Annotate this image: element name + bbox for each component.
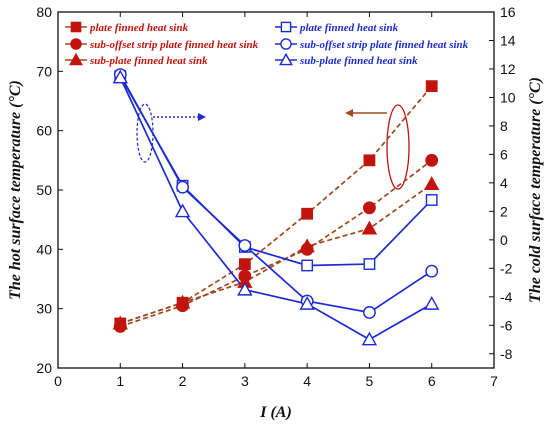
series-lines bbox=[119, 74, 433, 341]
legend-label-5: sub-offset strip plate finned heat sink bbox=[299, 39, 469, 51]
data-point-6-4 bbox=[299, 295, 315, 310]
data-point-6-2 bbox=[174, 203, 191, 218]
left-series-group-ellipse bbox=[136, 103, 154, 163]
y-axis-right-title: The cold surface temperature (°C) bbox=[527, 77, 544, 303]
legend-label-3: sub-plate finned heat sink bbox=[89, 55, 208, 67]
right-series-group-ellipse bbox=[386, 104, 410, 190]
x-tick-label: 5 bbox=[366, 373, 374, 389]
y-right-tick-label: 6 bbox=[500, 146, 508, 162]
series-markers bbox=[112, 68, 440, 346]
y-right-tick-label: 4 bbox=[500, 175, 508, 191]
x-tick-label: 4 bbox=[303, 373, 311, 389]
legend-marker-3 bbox=[69, 52, 83, 66]
y-right-tick-label: 12 bbox=[500, 61, 516, 77]
data-point-6-3 bbox=[237, 281, 253, 296]
data-point-3-6 bbox=[424, 176, 440, 190]
y-left-tick-label: 20 bbox=[36, 360, 52, 376]
y-left-tick-label: 30 bbox=[36, 301, 52, 317]
arrow-to-right-axis-head bbox=[198, 113, 206, 121]
y-right-tick-label: 8 bbox=[500, 118, 508, 134]
data-point-1-5 bbox=[363, 154, 376, 167]
x-tick-label: 6 bbox=[428, 373, 436, 389]
legend-marker-2 bbox=[70, 38, 82, 50]
y-axis-left-title: The hot surface temperature (°C) bbox=[7, 80, 24, 300]
data-point-2-6 bbox=[425, 153, 439, 167]
data-point-6-6 bbox=[424, 295, 440, 310]
y-right-tick-label: -4 bbox=[500, 289, 513, 305]
data-point-3-1 bbox=[112, 315, 128, 330]
y-left-tick-label: 60 bbox=[36, 123, 52, 139]
data-point-1-6 bbox=[425, 80, 438, 93]
series-line-1 bbox=[120, 85, 433, 325]
x-axis-title: I (A) bbox=[259, 404, 292, 421]
series-line-4 bbox=[119, 75, 433, 267]
legend-marker-1 bbox=[70, 21, 82, 33]
data-point-4-5 bbox=[363, 258, 376, 270]
data-point-1-4 bbox=[301, 207, 314, 220]
x-tick-label: 7 bbox=[490, 373, 498, 389]
legend-label-4: plate finned heat sink bbox=[299, 22, 399, 34]
data-point-3-2 bbox=[174, 294, 191, 309]
axes: 0 1 2 3 4 5 6 720304050607080-8-6-4-20246810121… bbox=[36, 4, 515, 389]
y-right-tick-label: -6 bbox=[500, 317, 513, 333]
series-line-3 bbox=[120, 183, 433, 325]
data-point-5-6 bbox=[425, 264, 439, 278]
legend-label-1: plate finned heat sink bbox=[89, 22, 189, 34]
x-tick-label: 1 bbox=[116, 373, 124, 389]
data-point-2-5 bbox=[363, 201, 376, 215]
x-tick-label: 3 bbox=[241, 373, 249, 389]
series-line-6 bbox=[119, 77, 433, 341]
data-point-5-3 bbox=[238, 239, 252, 252]
y-left-tick-label: 70 bbox=[36, 63, 52, 79]
legend-marker-5 bbox=[280, 38, 292, 50]
legend-label-2: sub-offset strip plate finned heat sink bbox=[89, 39, 259, 51]
data-point-4-4 bbox=[301, 259, 314, 272]
data-point-1-3 bbox=[238, 258, 251, 271]
y-left-tick-label: 40 bbox=[36, 241, 52, 257]
series-line-2 bbox=[120, 159, 433, 328]
x-tick-label: 0 bbox=[54, 373, 62, 389]
legend-label-6: sub-plate finned heat sink bbox=[299, 55, 418, 67]
data-point-5-2 bbox=[176, 180, 189, 194]
data-point-3-4 bbox=[299, 238, 315, 253]
y-right-tick-label: -8 bbox=[500, 346, 513, 362]
legend-marker-6 bbox=[279, 52, 293, 66]
series-line-5 bbox=[119, 74, 433, 314]
y-left-tick-label: 50 bbox=[36, 182, 52, 198]
data-point-6-1 bbox=[112, 69, 128, 84]
y-right-tick-label: 0 bbox=[500, 232, 508, 248]
y-right-tick-label: 14 bbox=[500, 32, 516, 48]
data-point-3-5 bbox=[361, 220, 378, 235]
data-point-4-6 bbox=[425, 194, 438, 206]
data-point-6-5 bbox=[361, 331, 378, 346]
arrow-to-left-axis-head bbox=[345, 109, 353, 117]
data-point-5-5 bbox=[363, 306, 376, 319]
x-tick-label: 2 bbox=[179, 373, 187, 389]
y-right-tick-label: -2 bbox=[500, 260, 513, 276]
y-left-tick-label: 80 bbox=[36, 4, 52, 20]
legend-marker-4 bbox=[280, 21, 292, 33]
y-right-tick-label: 2 bbox=[500, 203, 508, 219]
y-right-tick-label: 10 bbox=[500, 89, 516, 105]
legend: plate finned heat sink sub-offset strip p… bbox=[65, 21, 469, 67]
y-right-tick-label: 16 bbox=[500, 4, 516, 20]
